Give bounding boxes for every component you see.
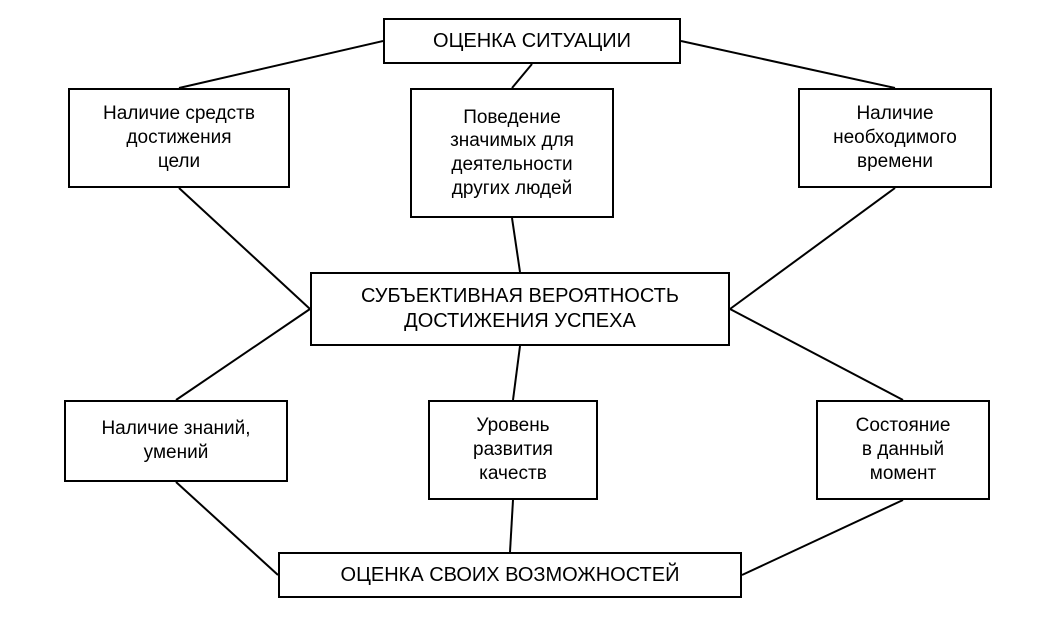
- edge-center-l2: [513, 346, 520, 400]
- node-u2-label: Поведение значимых для деятельности друг…: [450, 106, 574, 201]
- node-center: СУБЪЕКТИВНАЯ ВЕРОЯТНОСТЬ ДОСТИЖЕНИЯ УСПЕ…: [310, 272, 730, 346]
- node-bottom: ОЦЕНКА СВОИХ ВОЗМОЖНОСТЕЙ: [278, 552, 742, 598]
- node-u3-label: Наличие необходимого времени: [833, 102, 957, 173]
- edge-center-l1: [176, 309, 310, 400]
- edge-top-u1: [179, 41, 383, 88]
- edge-top-u2: [512, 64, 532, 88]
- edge-u3-center: [730, 188, 895, 309]
- node-u3: Наличие необходимого времени: [798, 88, 992, 188]
- node-l1: Наличие знаний, умений: [64, 400, 288, 482]
- edge-u2-center: [512, 218, 520, 272]
- edge-l3-bottom: [742, 500, 903, 575]
- node-l1-label: Наличие знаний, умений: [101, 417, 250, 465]
- edge-l1-bottom: [176, 482, 278, 575]
- edge-l2-bottom: [510, 500, 513, 552]
- edge-center-l3: [730, 309, 903, 400]
- edge-u1-center: [179, 188, 310, 309]
- node-u1: Наличие средств достижения цели: [68, 88, 290, 188]
- edge-top-u3: [681, 41, 895, 88]
- node-l2-label: Уровень развития качеств: [473, 414, 553, 485]
- diagram-stage: ОЦЕНКА СИТУАЦИИ Наличие средств достижени…: [0, 0, 1053, 625]
- node-top-label: ОЦЕНКА СИТУАЦИИ: [433, 29, 631, 54]
- node-bottom-label: ОЦЕНКА СВОИХ ВОЗМОЖНОСТЕЙ: [341, 563, 680, 588]
- node-center-label: СУБЪЕКТИВНАЯ ВЕРОЯТНОСТЬ ДОСТИЖЕНИЯ УСПЕ…: [361, 284, 679, 334]
- node-l3: Состояние в данный момент: [816, 400, 990, 500]
- node-top: ОЦЕНКА СИТУАЦИИ: [383, 18, 681, 64]
- node-l3-label: Состояние в данный момент: [856, 414, 951, 485]
- node-l2: Уровень развития качеств: [428, 400, 598, 500]
- node-u1-label: Наличие средств достижения цели: [103, 102, 255, 173]
- node-u2: Поведение значимых для деятельности друг…: [410, 88, 614, 218]
